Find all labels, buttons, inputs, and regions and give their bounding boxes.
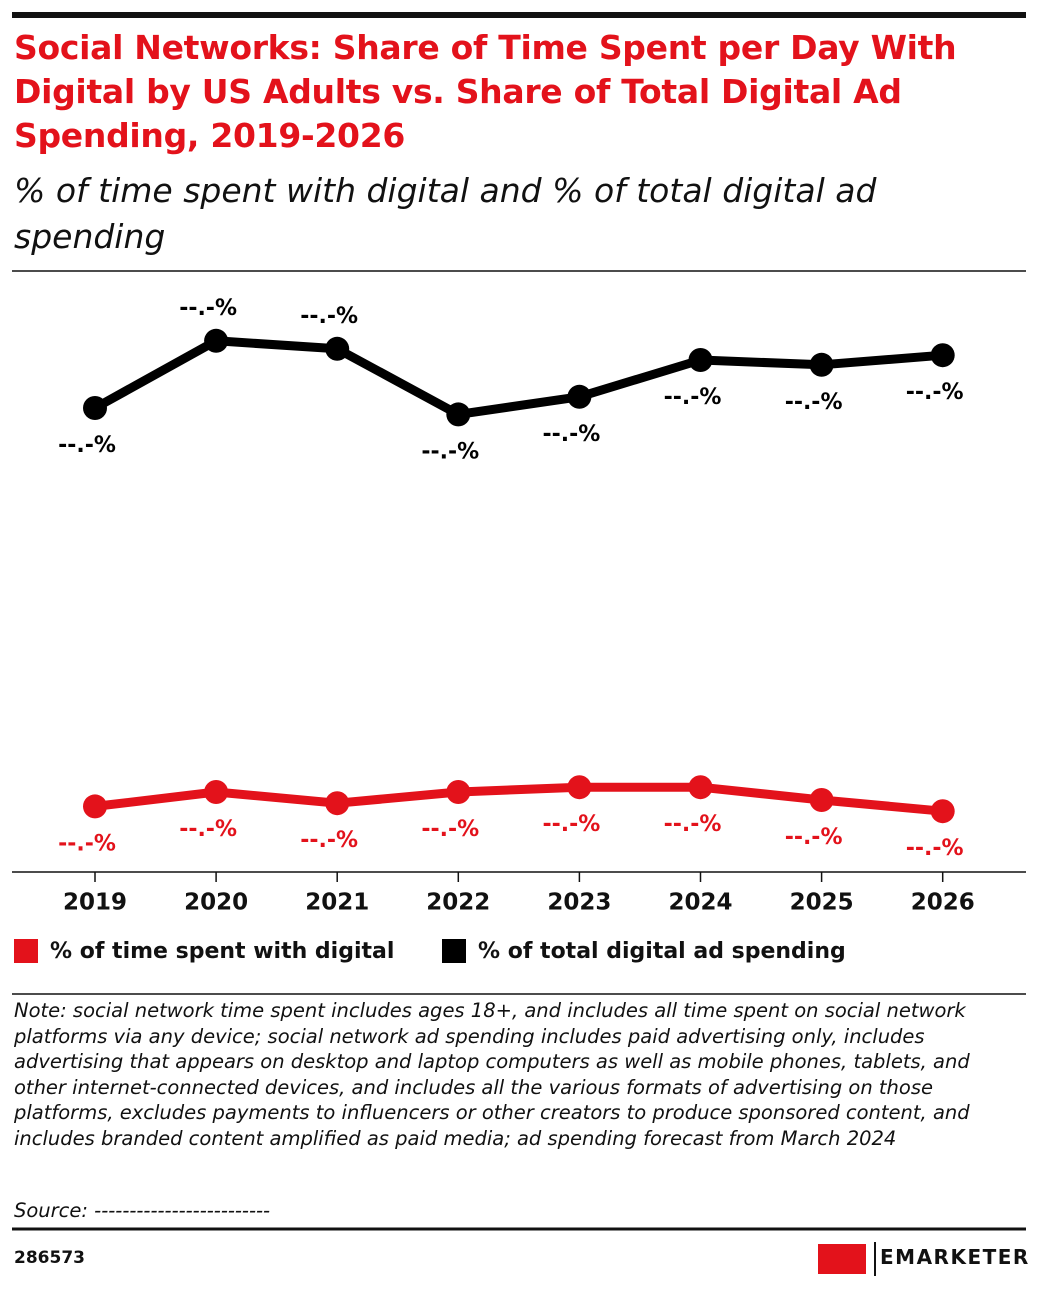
legend-label: % of time spent with digital (50, 939, 394, 964)
point (688, 775, 713, 800)
x-tick-label: 2026 (911, 890, 975, 916)
point (809, 788, 834, 812)
series-line (92, 336, 944, 419)
data-label: --.-% (543, 422, 601, 447)
point (325, 791, 350, 816)
data-label: --.-% (300, 828, 358, 853)
data-label: --.-% (421, 817, 479, 842)
legend-swatch (14, 939, 38, 963)
x-tick-label: 2023 (547, 890, 611, 916)
point (567, 775, 592, 800)
point (204, 780, 229, 804)
legend-label: % of total digital ad spending (478, 939, 846, 964)
data-label: --.-% (906, 836, 964, 861)
note: Note: social network time spent includes… (14, 999, 970, 1150)
series-line (94, 782, 944, 816)
data-label: --.-% (785, 390, 843, 415)
chart-id: 286573 (14, 1248, 85, 1268)
data-label: --.-% (906, 380, 964, 405)
point (204, 328, 229, 353)
data-label: --.-% (421, 439, 479, 464)
data-label: --.-% (664, 812, 722, 837)
point (688, 348, 713, 372)
point (446, 780, 471, 804)
point (446, 402, 471, 427)
x-tick-label: 2024 (668, 890, 732, 916)
data-label: --.-% (785, 825, 843, 850)
data-label: --.-% (179, 817, 237, 842)
brand: EMARKETER (880, 1245, 1030, 1269)
point (83, 396, 107, 420)
point (567, 384, 592, 409)
data-label: --.-% (300, 304, 358, 329)
x-tick-label: 2022 (426, 890, 490, 916)
point (809, 352, 834, 377)
source: Source: ------------------------- (14, 1199, 271, 1222)
point (325, 336, 350, 361)
point (83, 794, 107, 819)
legend-swatch (442, 939, 466, 963)
data-label: --.-% (179, 296, 237, 321)
data-label: --.-% (58, 831, 116, 856)
data-label: --.-% (543, 812, 601, 837)
chart-subtitle: % of time spent with digital and % of to… (14, 171, 877, 256)
top-bar (12, 12, 1026, 18)
point (930, 343, 955, 368)
point (930, 799, 955, 824)
data-label: --.-% (58, 433, 116, 458)
x-tick-label: 2020 (184, 890, 248, 916)
logo-mark (818, 1242, 876, 1276)
chart-title: Social Networks: Share of Time Spent per… (14, 28, 957, 155)
data-label: --.-% (664, 385, 722, 410)
x-tick-label: 2021 (305, 890, 369, 916)
x-tick-label: 2025 (790, 890, 854, 916)
x-tick-label: 2019 (63, 890, 127, 916)
